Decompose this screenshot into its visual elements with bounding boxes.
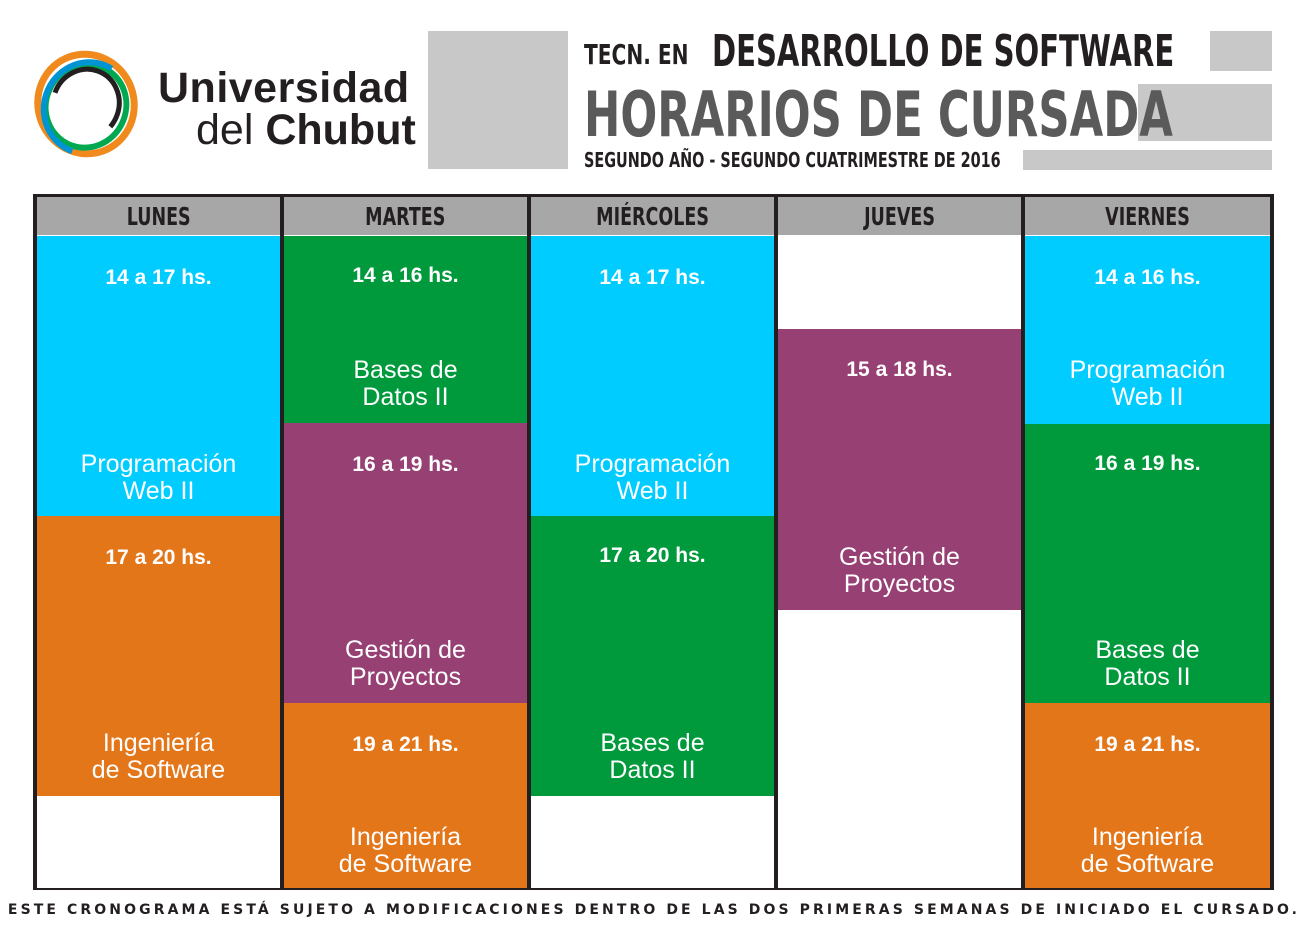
class-subject: Bases de Datos II (1095, 636, 1200, 691)
page-title: HORARIOS DE CURSADA (584, 78, 1173, 151)
logo-university-word: Universidad (158, 64, 410, 112)
class-block: 14 a 16 hs. Programación Web II (1025, 236, 1270, 424)
page-subtitle: SEGUNDO AÑO - SEGUNDO CUATRIMESTRE DE 20… (584, 148, 1001, 172)
class-subject: Programación Web II (80, 450, 237, 505)
class-time: 14 a 16 hs. (352, 264, 459, 287)
class-block: 15 a 18 hs. Gestión de Proyectos (778, 329, 1021, 610)
class-block: 17 a 20 hs. Bases de Datos II (531, 516, 774, 796)
day-column-viernes: VIERNES 14 a 16 hs. Programación Web II 1… (1025, 197, 1270, 888)
day-column-jueves: JUEVES 15 a 18 hs. Gestión de Proyectos (778, 197, 1021, 888)
class-time: 14 a 16 hs. (1094, 266, 1201, 289)
class-time: 14 a 17 hs. (105, 266, 212, 289)
university-logo: Universidad del Chubut (34, 46, 416, 166)
class-subject: Ingeniería de Software (338, 823, 473, 878)
class-block: 14 a 17 hs. Programación Web II (37, 236, 280, 516)
day-column-lunes: LUNES 14 a 17 hs. Programación Web II 17 … (37, 197, 280, 888)
class-block: 19 a 21 hs. Ingeniería de Software (1025, 703, 1270, 888)
class-subject: Gestión de Proyectos (839, 543, 960, 598)
career-prefix: TECN. EN (584, 38, 689, 71)
logo-rings-icon (34, 50, 138, 158)
class-block: 19 a 21 hs. Ingeniería de Software (284, 703, 527, 888)
class-time: 15 a 18 hs. (846, 358, 953, 381)
day-header: MARTES (284, 197, 527, 235)
class-time: 16 a 19 hs. (352, 453, 459, 476)
class-block: 14 a 17 hs. Programación Web II (531, 236, 774, 516)
day-header: JUEVES (778, 197, 1021, 235)
class-time: 17 a 20 hs. (599, 544, 706, 567)
class-block: 14 a 16 hs. Bases de Datos II (284, 236, 527, 423)
day-header: LUNES (37, 197, 280, 235)
day-header: MIÉRCOLES (531, 197, 774, 235)
class-subject: Programación Web II (574, 450, 731, 505)
class-block: 17 a 20 hs. Ingeniería de Software (37, 516, 280, 796)
class-subject: Ingeniería de Software (1080, 823, 1215, 878)
day-column-miercoles: MIÉRCOLES 14 a 17 hs. Programación Web II… (531, 197, 774, 888)
class-time: 17 a 20 hs. (105, 546, 212, 569)
career-title: TECN. EN DESARROLLO DE SOFTWARE (584, 26, 1204, 78)
schedule-table: LUNES 14 a 17 hs. Programación Web II 17 … (33, 194, 1274, 890)
class-block: 16 a 19 hs. Bases de Datos II (1025, 424, 1270, 703)
class-time: 16 a 19 hs. (1094, 452, 1201, 475)
header-decor-bar (428, 31, 568, 169)
day-column-martes: MARTES 14 a 16 hs. Bases de Datos II 16 a… (284, 197, 527, 888)
class-time: 19 a 21 hs. (352, 733, 459, 756)
class-subject: Gestión de Proyectos (345, 636, 466, 691)
class-subject: Bases de Datos II (600, 729, 705, 784)
class-block: 16 a 19 hs. Gestión de Proyectos (284, 423, 527, 703)
logo-chubut-word: del Chubut (196, 106, 416, 154)
class-time: 14 a 17 hs. (599, 266, 706, 289)
class-subject: Ingeniería de Software (91, 729, 226, 784)
class-subject: Bases de Datos II (353, 356, 458, 411)
class-subject: Programación Web II (1069, 356, 1226, 411)
header-decor-bar (1023, 150, 1272, 170)
career-name: DESARROLLO DE SOFTWARE (712, 26, 1175, 77)
header-decor-bar (1210, 31, 1272, 71)
day-header: VIERNES (1025, 197, 1270, 235)
header-decor-bar (1138, 84, 1272, 141)
disclaimer-footer: ESTE CRONOGRAMA ESTÁ SUJETO A MODIFICACI… (7, 902, 1301, 918)
class-time: 19 a 21 hs. (1094, 733, 1201, 756)
